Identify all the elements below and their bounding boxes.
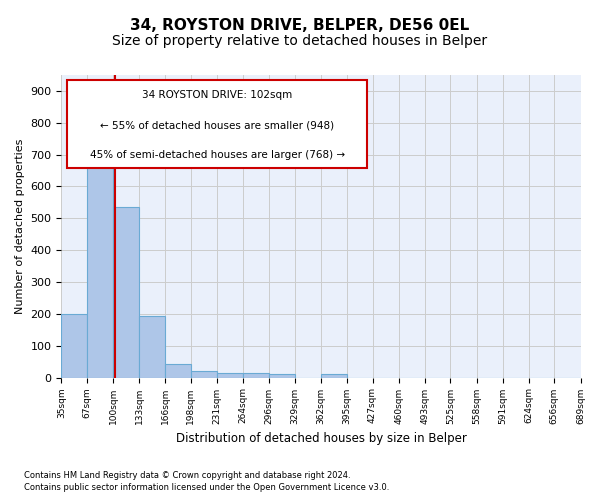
Text: 45% of semi-detached houses are larger (768) →: 45% of semi-detached houses are larger (… — [90, 150, 345, 160]
Bar — [269, 374, 295, 378]
Text: 34 ROYSTON DRIVE: 102sqm: 34 ROYSTON DRIVE: 102sqm — [142, 90, 293, 100]
Text: ← 55% of detached houses are smaller (948): ← 55% of detached houses are smaller (94… — [100, 120, 334, 130]
X-axis label: Distribution of detached houses by size in Belper: Distribution of detached houses by size … — [176, 432, 466, 445]
Bar — [191, 371, 217, 378]
Bar — [321, 374, 347, 378]
Text: 34, ROYSTON DRIVE, BELPER, DE56 0EL: 34, ROYSTON DRIVE, BELPER, DE56 0EL — [130, 18, 470, 32]
Bar — [113, 206, 139, 378]
Bar — [87, 150, 113, 378]
Y-axis label: Number of detached properties: Number of detached properties — [15, 138, 25, 314]
Bar — [61, 314, 87, 378]
Text: Size of property relative to detached houses in Belper: Size of property relative to detached ho… — [112, 34, 488, 48]
Bar — [243, 374, 269, 378]
Text: Contains public sector information licensed under the Open Government Licence v3: Contains public sector information licen… — [24, 484, 389, 492]
Bar — [166, 364, 191, 378]
Text: Contains HM Land Registry data © Crown copyright and database right 2024.: Contains HM Land Registry data © Crown c… — [24, 471, 350, 480]
Bar — [139, 316, 166, 378]
Bar — [217, 373, 243, 378]
